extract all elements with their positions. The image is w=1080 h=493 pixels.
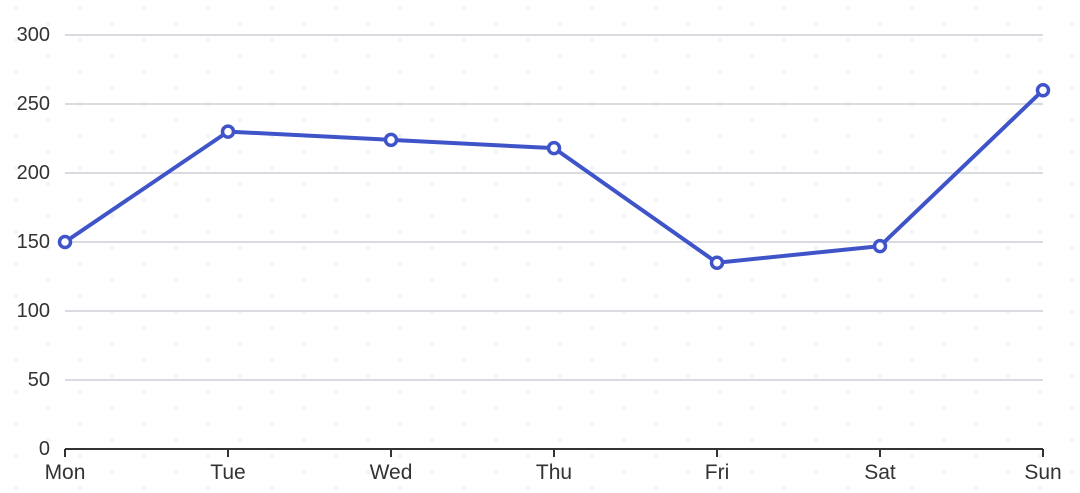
x-axis-label: Fri [705, 461, 730, 484]
x-axis-label: Sun [1024, 461, 1061, 484]
y-axis-label: 50 [28, 369, 50, 391]
x-axis-label: Thu [536, 461, 572, 484]
data-points-group [57, 82, 1051, 270]
x-axis-label: Mon [45, 461, 86, 484]
data-point-marker[interactable] [709, 255, 725, 270]
x-axis-label: Wed [370, 461, 413, 484]
y-axis-label: 300 [17, 24, 50, 46]
x-axis-group: Mon Tue Wed Thu Fri Sat Sun [45, 448, 1062, 484]
x-axis-label: Tue [210, 461, 245, 484]
y-axis-labels-group: 0 50 100 150 200 250 300 [17, 24, 50, 460]
gridlines-group [65, 34, 1043, 381]
data-point-marker[interactable] [57, 234, 73, 250]
y-axis-label: 100 [17, 300, 50, 322]
data-line [63, 88, 1045, 265]
y-axis-label: 250 [17, 93, 50, 115]
data-point-marker[interactable] [872, 238, 888, 254]
y-axis-label: 200 [17, 162, 50, 184]
data-point-marker[interactable] [383, 132, 399, 148]
x-axis-label: Sat [864, 461, 896, 484]
y-axis-label: 150 [17, 231, 50, 253]
data-point-marker[interactable] [1035, 82, 1051, 98]
data-point-marker[interactable] [546, 140, 562, 156]
y-axis-label: 0 [39, 438, 50, 460]
data-point-marker[interactable] [220, 124, 236, 139]
